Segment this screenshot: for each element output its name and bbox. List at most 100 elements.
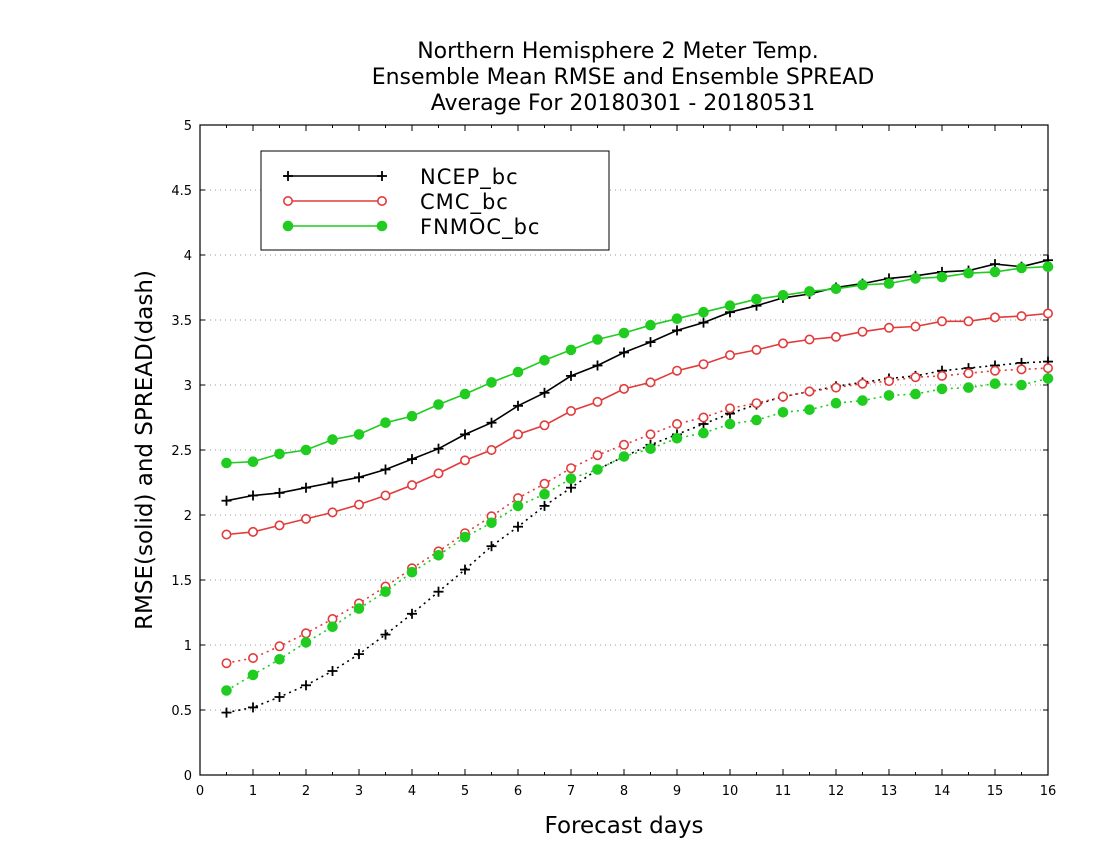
rmse-point-cmc-bc	[963, 316, 974, 327]
spread-point-cmc-bc	[936, 370, 947, 381]
y-tick-label: 0	[184, 769, 192, 784]
spread-point-fnmoc-bc	[539, 488, 550, 500]
rmse-point-ncep-bc	[698, 317, 709, 328]
rmse-point-ncep-bc	[619, 347, 629, 358]
rmse-point-fnmoc-bc	[910, 273, 921, 284]
spread-point-cmc-bc	[777, 391, 788, 402]
legend-item-ncep-bc: NCEP_bc	[283, 165, 518, 190]
rmse-point-cmc-bc	[804, 334, 815, 345]
chart-title-line-3: Average For 20180301 - 20180531	[431, 91, 816, 116]
grid-lines	[200, 189, 1048, 711]
rmse-point-cmc-bc	[883, 322, 894, 333]
rmse-point-fnmoc-bc	[671, 313, 683, 325]
spread-point-ncep-bc	[513, 521, 523, 532]
rmse-point-cmc-bc	[618, 383, 629, 394]
rmse-point-fnmoc-bc	[751, 293, 762, 305]
rmse-point-fnmoc-bc	[539, 355, 550, 366]
rmse-point-cmc-bc	[830, 331, 841, 342]
spread-point-fnmoc-bc	[698, 427, 709, 439]
rmse-point-fnmoc-bc	[327, 434, 338, 445]
spread-point-fnmoc-bc	[327, 621, 338, 633]
y-tick-label: 3	[184, 379, 192, 394]
spread-point-fnmoc-bc	[300, 637, 312, 648]
spread-point-ncep-bc	[327, 666, 338, 676]
rmse-point-fnmoc-bc	[486, 377, 497, 388]
rmse-point-ncep-bc	[327, 477, 338, 488]
chart-title-line-1: Northern Hemisphere 2 Meter Temp.	[417, 39, 819, 64]
spread-point-fnmoc-bc	[618, 451, 630, 462]
rmse-point-ncep-bc	[486, 417, 497, 428]
rmse-point-fnmoc-bc	[645, 319, 656, 331]
rmse-point-cmc-bc	[459, 455, 470, 466]
rmse-point-fnmoc-bc	[724, 300, 736, 312]
spread-point-cmc-bc	[274, 641, 285, 652]
rmse-point-ncep-bc	[433, 443, 444, 454]
rmse-point-cmc-bc	[353, 499, 364, 510]
x-tick-label: 10	[722, 784, 739, 799]
legend-marker-cmc-bc	[376, 196, 387, 207]
rmse-point-cmc-bc	[433, 468, 444, 479]
rmse-point-fnmoc-bc	[830, 283, 842, 295]
rmse-point-cmc-bc	[857, 326, 868, 337]
spread-point-cmc-bc	[539, 478, 550, 489]
spread-point-fnmoc-bc	[963, 382, 974, 393]
spread-point-ncep-bc	[354, 649, 364, 660]
spread-point-ncep-bc	[407, 608, 417, 619]
spread-point-cmc-bc	[248, 652, 259, 663]
y-tick-label: 2.5	[171, 444, 192, 459]
spread-point-cmc-bc	[1016, 364, 1027, 375]
rmse-point-fnmoc-bc	[1042, 261, 1054, 273]
rmse-point-cmc-bc	[645, 377, 656, 388]
spread-point-fnmoc-bc	[883, 390, 895, 401]
rmse-point-cmc-bc	[327, 507, 338, 518]
y-tick-label: 4.5	[171, 184, 192, 199]
spread-point-fnmoc-bc	[1042, 373, 1054, 384]
spread-point-cmc-bc	[671, 418, 682, 429]
spread-point-ncep-bc	[274, 692, 285, 702]
y-tick-label: 1	[184, 639, 192, 654]
rmse-point-fnmoc-bc	[406, 410, 418, 422]
rmse-point-ncep-bc	[460, 429, 470, 440]
spread-point-fnmoc-bc	[1016, 379, 1027, 391]
rmse-point-cmc-bc	[221, 529, 232, 540]
rmse-point-ncep-bc	[566, 370, 576, 381]
x-tick-label: 11	[775, 784, 792, 799]
spread-line-cmc-bc	[226, 367, 1049, 664]
rmse-point-cmc-bc	[989, 312, 1000, 323]
rmse-point-fnmoc-bc	[883, 278, 895, 289]
rmse-point-cmc-bc	[565, 405, 576, 416]
rmse-point-cmc-bc	[592, 396, 603, 407]
spread-point-cmc-bc	[883, 376, 894, 387]
legend-marker-fnmoc-bc	[282, 220, 294, 232]
chart-title: Northern Hemisphere 2 Meter Temp. Ensemb…	[372, 39, 875, 116]
y-tick-label: 1.5	[171, 574, 192, 589]
spread-point-cmc-bc	[989, 365, 1000, 376]
x-tick-label: 5	[461, 784, 469, 799]
rmse-point-ncep-bc	[248, 490, 258, 501]
spread-point-fnmoc-bc	[777, 407, 789, 418]
rmse-point-ncep-bc	[354, 472, 364, 483]
rmse-point-cmc-bc	[1016, 311, 1027, 322]
rmse-point-cmc-bc	[248, 526, 259, 537]
rmse-point-ncep-bc	[539, 387, 550, 398]
rmse-point-fnmoc-bc	[592, 334, 603, 345]
spread-point-cmc-bc	[1043, 363, 1054, 374]
y-tick-label: 4	[184, 249, 192, 264]
spread-point-cmc-bc	[645, 429, 656, 440]
rmse-point-cmc-bc	[300, 513, 311, 524]
legend-item-cmc-bc: CMC_bc	[282, 190, 508, 215]
rmse-point-cmc-bc	[1043, 308, 1054, 319]
rmse-point-ncep-bc	[274, 487, 285, 498]
spread-point-cmc-bc	[857, 378, 868, 389]
spread-point-cmc-bc	[830, 382, 841, 393]
legend-marker-ncep-bc	[377, 171, 387, 181]
x-tick-label: 1	[249, 784, 257, 799]
rmse-line-ncep-bc	[226, 259, 1049, 502]
rmse-point-cmc-bc	[751, 344, 762, 355]
spread-point-ncep-bc	[539, 500, 550, 511]
rmse-point-ncep-bc	[645, 337, 656, 348]
rmse-point-cmc-bc	[380, 490, 391, 501]
rmse-point-fnmoc-bc	[618, 327, 630, 339]
x-tick-label: 6	[514, 784, 522, 799]
